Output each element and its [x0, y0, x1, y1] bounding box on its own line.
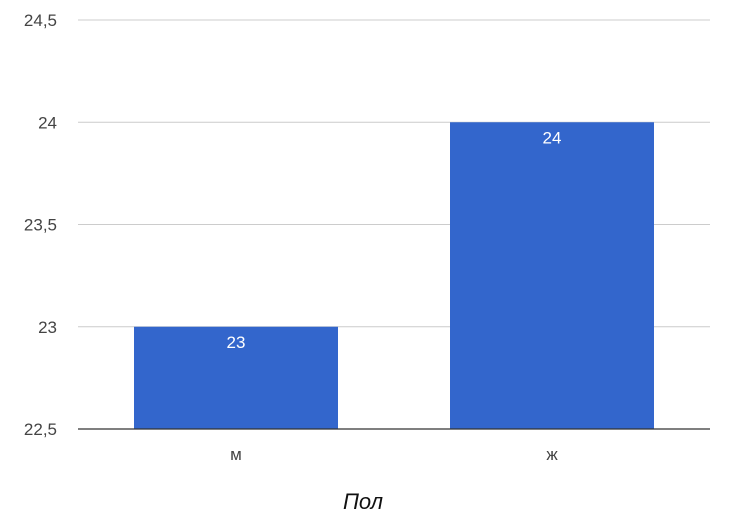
y-tick-label: 22,5	[24, 420, 57, 439]
y-axis-tick-labels: 22,5 23 23,5 24 24,5	[24, 11, 57, 439]
y-tick-label: 23	[38, 318, 57, 337]
bar-1	[450, 122, 654, 429]
bar-0	[134, 326, 338, 429]
y-tick-label: 24,5	[24, 11, 57, 30]
data-label-0: 23	[227, 333, 246, 352]
y-tick-label: 24	[38, 113, 57, 132]
x-tick-label: м	[230, 445, 242, 464]
x-axis-title: Пол	[343, 489, 383, 514]
x-tick-label: ж	[546, 445, 558, 464]
data-label-1: 24	[543, 128, 562, 147]
bars	[134, 122, 654, 429]
y-tick-label: 23,5	[24, 216, 57, 235]
data-labels: 23 24	[227, 128, 562, 352]
